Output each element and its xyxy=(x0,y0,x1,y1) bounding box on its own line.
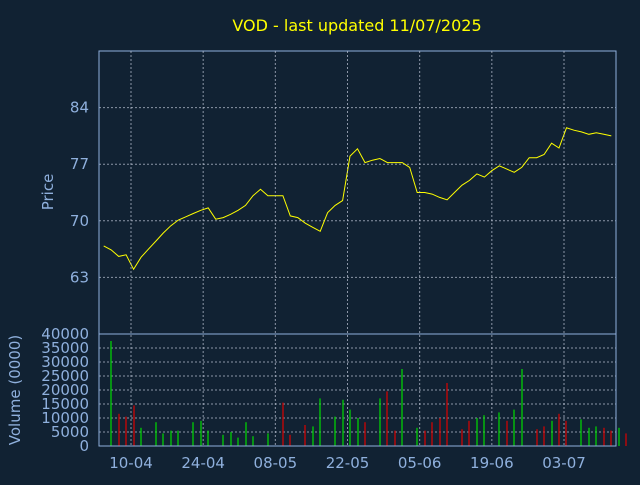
volume-tick-label: 0 xyxy=(79,437,89,455)
price-series-line xyxy=(103,127,612,271)
price-tick-label: 70 xyxy=(70,212,89,230)
x-tick-label: 10-04 xyxy=(109,454,153,472)
volume-tick-label: 20000 xyxy=(41,381,89,399)
price-tick-label: 63 xyxy=(70,268,89,286)
chart-title: VOD - last updated 11/07/2025 xyxy=(232,16,481,35)
x-tick-label: 03-07 xyxy=(542,454,586,472)
price-y-ticks: 63 70 77 84 xyxy=(70,99,89,287)
x-tick-label: 22-05 xyxy=(326,454,370,472)
volume-tick-label: 10000 xyxy=(41,409,89,427)
volume-tick-label: 5000 xyxy=(51,423,89,441)
volume-plot-frame xyxy=(98,333,617,447)
x-tick-label: 19-06 xyxy=(470,454,514,472)
volume-bars xyxy=(110,341,627,446)
volume-tick-label: 15000 xyxy=(41,395,89,413)
price-tick-label: 84 xyxy=(70,99,89,117)
volume-panel: 0500010000150002000025000300003500040000… xyxy=(6,325,627,455)
x-tick-label: 24-04 xyxy=(181,454,225,472)
price-tick-label: 77 xyxy=(70,155,89,173)
x-tick-label: 08-05 xyxy=(254,454,298,472)
volume-tick-label: 25000 xyxy=(41,367,89,385)
volume-tick-label: 35000 xyxy=(41,339,89,357)
volume-axis-label: Volume (0000) xyxy=(6,335,24,445)
price-panel: 63 70 77 84 Price xyxy=(39,50,617,335)
price-plot-frame xyxy=(98,50,617,335)
price-gridlines xyxy=(99,107,616,278)
price-axis-label: Price xyxy=(39,174,57,211)
x-axis-ticks: 10-04 24-04 08-05 22-05 05-06 19-06 03-07 xyxy=(109,51,586,472)
x-tick-label: 05-06 xyxy=(398,454,442,472)
volume-tick-label: 30000 xyxy=(41,353,89,371)
volume-tick-label: 40000 xyxy=(41,325,89,343)
